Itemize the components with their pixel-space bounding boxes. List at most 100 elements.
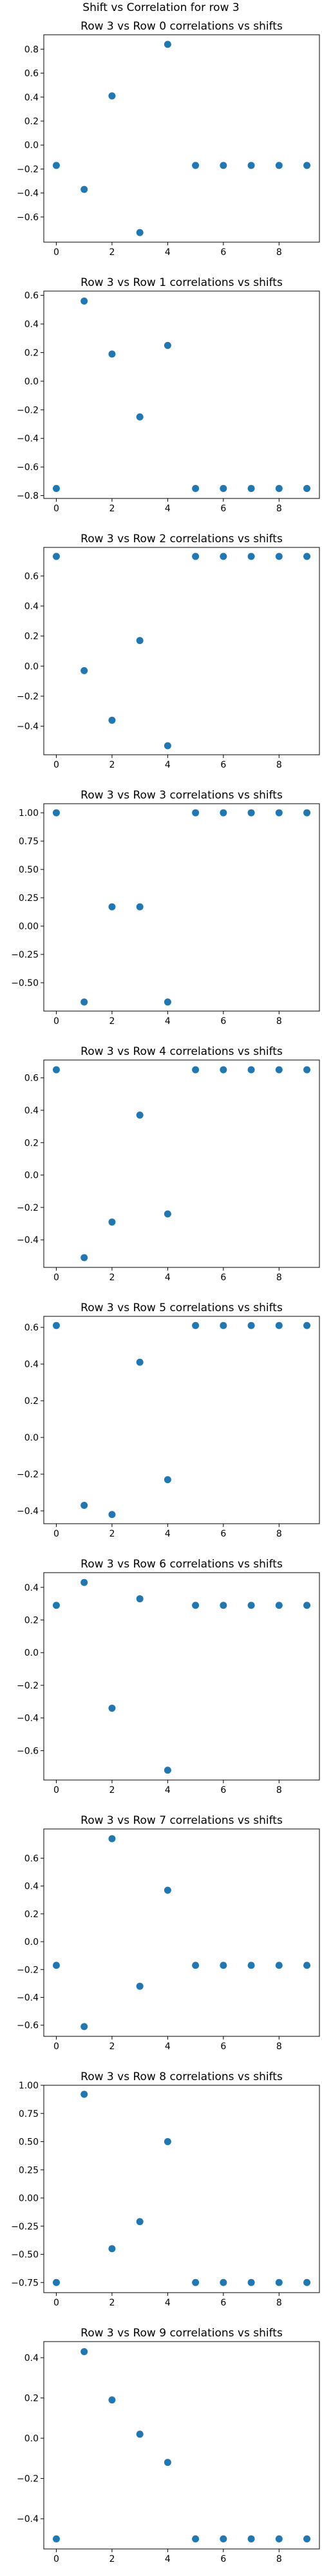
data-point bbox=[164, 742, 171, 750]
x-tick-label: 2 bbox=[109, 760, 115, 770]
x-tick-label: 4 bbox=[165, 504, 171, 514]
subplot-8: Row 3 vs Row 8 correlations vs shifts 0 2 4… bbox=[11, 2070, 320, 2308]
y-tick-label: 0.4 bbox=[24, 319, 39, 330]
y-tick-label: 0.00 bbox=[19, 922, 39, 932]
data-point bbox=[192, 1602, 200, 1609]
y-tick-label: 0.0 bbox=[24, 1648, 39, 1658]
y-tick-label: −0.2 bbox=[17, 1470, 39, 1480]
data-point bbox=[303, 162, 311, 169]
x-tick-label: 8 bbox=[276, 1273, 282, 1283]
subplot-title: Row 3 vs Row 7 correlations vs shifts bbox=[80, 1814, 283, 1827]
x-tick-label: 4 bbox=[165, 1016, 171, 1027]
axes-frame bbox=[43, 1059, 320, 1268]
y-tick-label: 0.25 bbox=[19, 893, 39, 904]
data-point bbox=[164, 998, 171, 1006]
x-tick-label: 2 bbox=[109, 1273, 115, 1283]
figure-suptitle: Shift vs Correlation for row 3 bbox=[82, 1, 239, 14]
x-tick-label: 8 bbox=[276, 1529, 282, 1539]
y-tick-label: 0.75 bbox=[19, 2109, 39, 2119]
axes-frame bbox=[43, 1828, 320, 2037]
x-tick-label: 4 bbox=[165, 2298, 171, 2308]
y-tick-label: 0.2 bbox=[24, 1616, 39, 1626]
data-point bbox=[52, 1321, 60, 1329]
axes-frame bbox=[43, 1316, 320, 1524]
x-tick-label: 4 bbox=[165, 247, 171, 258]
data-point bbox=[52, 2278, 60, 2286]
subplot-title: Row 3 vs Row 8 correlations vs shifts bbox=[80, 2070, 283, 2083]
data-point bbox=[247, 1602, 255, 1609]
x-tick-label: 0 bbox=[53, 247, 59, 258]
x-tick-label: 8 bbox=[276, 2041, 282, 2052]
y-tick-label: 0.2 bbox=[24, 2394, 39, 2404]
data-point bbox=[108, 350, 116, 358]
data-point bbox=[192, 162, 200, 169]
y-tick-label: −0.50 bbox=[11, 2250, 39, 2260]
x-tick-label: 8 bbox=[276, 2554, 282, 2564]
data-point bbox=[52, 553, 60, 560]
y-tick-label: −0.25 bbox=[11, 950, 39, 960]
x-tick-label: 2 bbox=[109, 1529, 115, 1539]
y-tick-label: −0.25 bbox=[11, 2222, 39, 2232]
data-point bbox=[275, 162, 283, 169]
data-point bbox=[247, 2535, 255, 2543]
y-tick-label: 1.00 bbox=[19, 2081, 39, 2091]
data-point bbox=[80, 1502, 88, 1510]
y-tick-label: 0.25 bbox=[19, 2165, 39, 2175]
data-point bbox=[303, 1321, 311, 1329]
subplot-6: Row 3 vs Row 6 correlations vs shifts 0 2 4… bbox=[17, 1558, 320, 1795]
data-point bbox=[192, 553, 200, 560]
data-point bbox=[247, 484, 255, 492]
y-tick-label: −0.4 bbox=[17, 1235, 39, 1245]
y-tick-label: −0.4 bbox=[17, 1506, 39, 1517]
axes-frame bbox=[43, 34, 320, 243]
data-point bbox=[136, 1112, 144, 1119]
y-tick-label: 0.4 bbox=[24, 1583, 39, 1593]
y-tick-label: 0.4 bbox=[24, 1882, 39, 1892]
axes-frame bbox=[43, 1572, 320, 1781]
x-tick-label: 6 bbox=[220, 1785, 226, 1795]
subplot-9: Row 3 vs Row 9 correlations vs shifts 0 2 4… bbox=[17, 2327, 320, 2564]
data-point bbox=[136, 1595, 144, 1603]
data-point bbox=[303, 809, 311, 817]
data-point bbox=[303, 484, 311, 492]
x-tick-label: 6 bbox=[220, 2554, 226, 2564]
y-tick-label: 0.2 bbox=[24, 348, 39, 358]
x-tick-label: 4 bbox=[165, 2554, 171, 2564]
data-point bbox=[108, 716, 116, 724]
y-tick-label: −0.4 bbox=[17, 189, 39, 199]
data-point bbox=[136, 413, 144, 421]
y-tick-label: 0.0 bbox=[24, 377, 39, 387]
x-tick-label: 4 bbox=[165, 760, 171, 770]
x-tick-label: 8 bbox=[276, 504, 282, 514]
data-point bbox=[52, 162, 60, 169]
data-point bbox=[220, 1962, 227, 1969]
axes-frame bbox=[43, 2341, 320, 2550]
data-point bbox=[164, 1766, 171, 1774]
data-point bbox=[136, 637, 144, 645]
data-point bbox=[247, 1321, 255, 1329]
x-tick-label: 8 bbox=[276, 247, 282, 258]
subplot-title: Row 3 vs Row 9 correlations vs shifts bbox=[80, 2327, 283, 2340]
data-point bbox=[108, 2396, 116, 2404]
x-tick-label: 6 bbox=[220, 2298, 226, 2308]
data-point bbox=[136, 1982, 144, 1990]
y-tick-label: 0.2 bbox=[24, 1909, 39, 1920]
x-tick-label: 2 bbox=[109, 504, 115, 514]
y-tick-label: −0.4 bbox=[17, 722, 39, 732]
data-point bbox=[192, 2278, 200, 2286]
x-tick-label: 2 bbox=[109, 247, 115, 258]
y-tick-label: 0.2 bbox=[24, 632, 39, 642]
data-point bbox=[220, 2535, 227, 2543]
x-tick-label: 2 bbox=[109, 2554, 115, 2564]
y-tick-label: 0.2 bbox=[24, 1396, 39, 1406]
subplot-2: Row 3 vs Row 2 correlations vs shifts 0 2 4… bbox=[17, 533, 320, 770]
data-point bbox=[80, 2348, 88, 2356]
y-tick-label: −0.2 bbox=[17, 692, 39, 702]
data-point bbox=[136, 229, 144, 236]
subplot-5: Row 3 vs Row 5 correlations vs shifts 0 2 4… bbox=[17, 1302, 320, 1539]
x-tick-label: 6 bbox=[220, 504, 226, 514]
data-point bbox=[164, 1210, 171, 1218]
data-point bbox=[164, 1476, 171, 1484]
data-point bbox=[220, 1066, 227, 1074]
x-tick-label: 8 bbox=[276, 1785, 282, 1795]
